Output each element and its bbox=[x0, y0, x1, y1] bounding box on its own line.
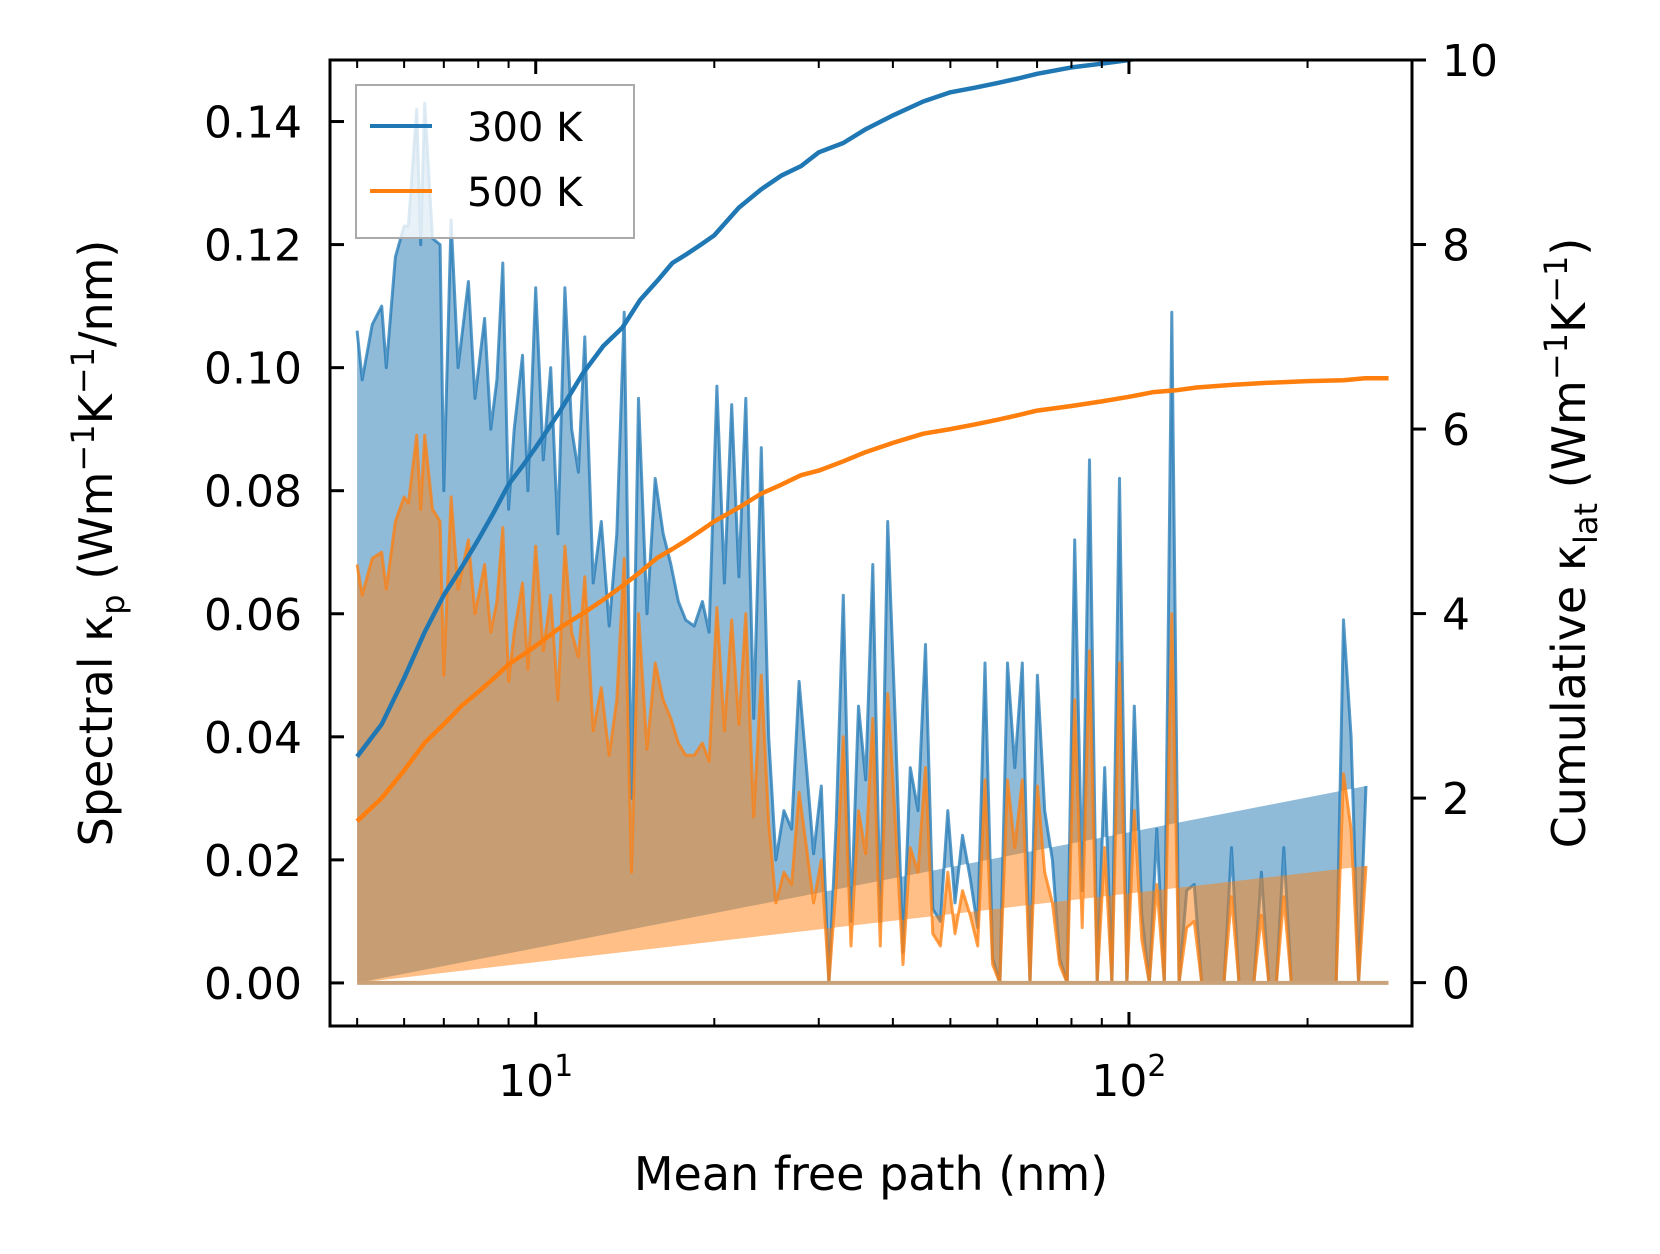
y-tick-label: 0.06 bbox=[204, 590, 302, 641]
y-tick-label: 0.04 bbox=[204, 713, 302, 764]
cumulative-line-500k bbox=[355, 376, 1389, 823]
spectral-fills bbox=[355, 101, 1389, 985]
spectral-line-500k bbox=[355, 433, 1368, 985]
axis-ticks: 101 102 0.00 0.02 0.04 0.06 0.08 0.10 0.12 0.14 0 2… bbox=[204, 36, 1498, 1107]
y-axis-label: Spectral κp (Wm−1K−1/nm) bbox=[64, 240, 132, 847]
legend: 300 K 500 K bbox=[355, 84, 635, 239]
y2-tick-label: 4 bbox=[1442, 590, 1470, 641]
y-tick-label: 0.02 bbox=[204, 836, 302, 887]
y2-tick-label: 8 bbox=[1442, 221, 1470, 272]
plot-frame bbox=[328, 58, 1414, 1028]
spectral-area-500k bbox=[357, 435, 1367, 983]
y-tick-label: 0.08 bbox=[204, 467, 302, 518]
y2-tick-label: 6 bbox=[1442, 405, 1470, 456]
y2-tick-label: 2 bbox=[1442, 774, 1470, 825]
y-tick-label: 0.00 bbox=[204, 959, 302, 1010]
y2-tick-label: 10 bbox=[1442, 36, 1498, 87]
legend-label-500k: 500 K bbox=[467, 170, 584, 216]
x-tick-label: 101 bbox=[498, 1049, 573, 1107]
y-tick-label: 0.10 bbox=[204, 344, 302, 395]
x-axis-label: Mean free path (nm) bbox=[634, 1147, 1108, 1201]
x-tick-label: 102 bbox=[1091, 1049, 1166, 1107]
cumulative-lines bbox=[355, 60, 1389, 823]
cumulative-line-300k bbox=[355, 60, 1142, 758]
y-tick-label: 0.14 bbox=[204, 98, 302, 149]
legend-label-300k: 300 K bbox=[467, 105, 584, 151]
legend-box bbox=[355, 84, 635, 239]
y-tick-label: 0.12 bbox=[204, 221, 302, 272]
y2-tick-label: 0 bbox=[1442, 959, 1470, 1010]
y2-axis-label: Cumulative κlat (Wm−1K−1) bbox=[1537, 238, 1605, 849]
